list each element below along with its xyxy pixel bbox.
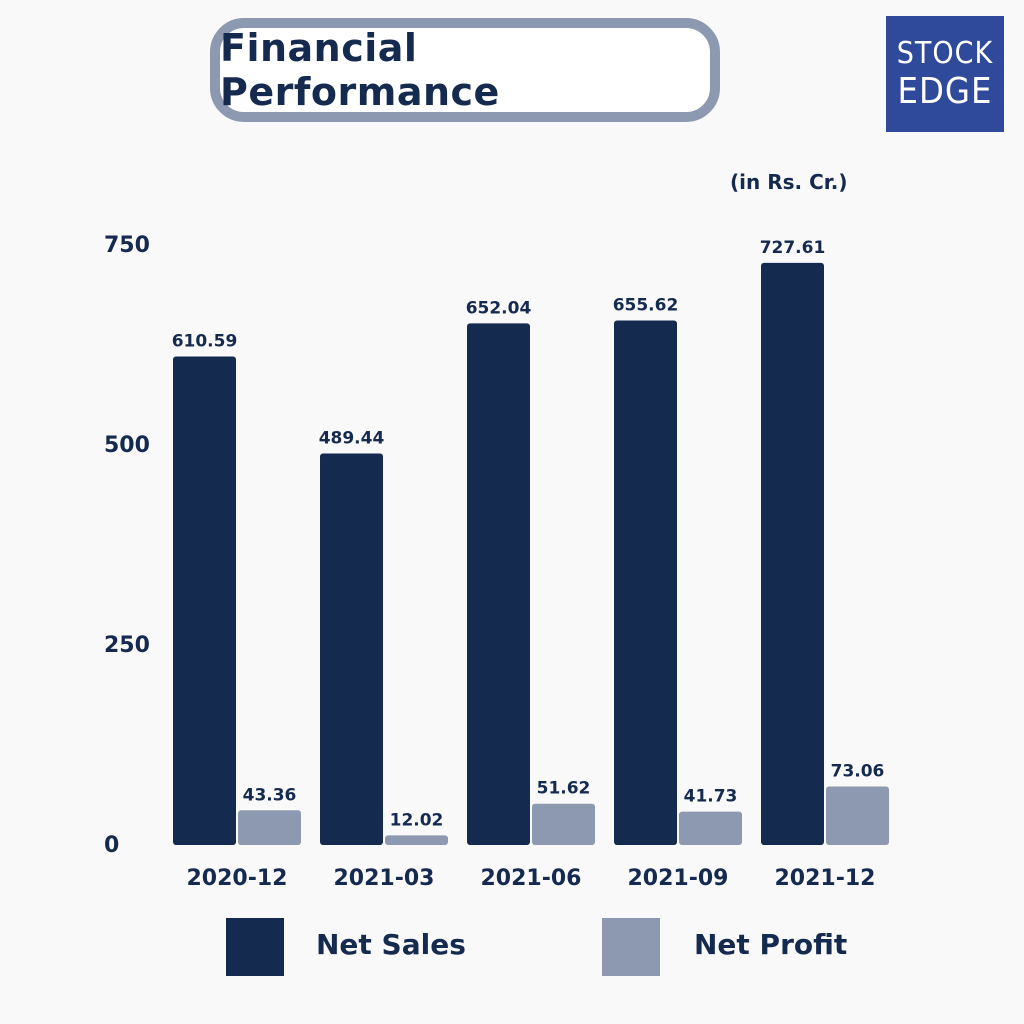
x-tick-label: 2021-06 — [481, 866, 582, 891]
bar-net-profit — [826, 786, 889, 845]
legend-swatch-net-profit — [602, 918, 660, 976]
chart-title: Financial Performance — [220, 26, 500, 114]
bar-net-sales — [320, 453, 383, 845]
x-tick-label: 2021-03 — [334, 866, 435, 891]
y-tick-label: 750 — [104, 233, 150, 258]
bar-net-profit — [532, 803, 595, 845]
data-label-net-sales: 610.59 — [172, 332, 238, 352]
data-label-net-sales: 489.44 — [319, 428, 385, 448]
legend-swatch-net-sales — [226, 918, 284, 976]
y-tick-label: 250 — [104, 633, 150, 658]
logo-line2: EDGE — [897, 71, 993, 112]
bar-net-sales — [173, 356, 236, 845]
bar-net-profit — [385, 835, 448, 845]
data-label-net-sales: 655.62 — [613, 296, 679, 316]
legend-label-net-profit: Net Profit — [694, 928, 848, 961]
bar-net-profit — [238, 810, 301, 845]
y-tick-label: 500 — [104, 433, 150, 458]
data-label-net-profit: 41.73 — [684, 787, 738, 807]
data-label-net-profit: 43.36 — [243, 785, 297, 805]
bar-net-sales — [761, 262, 824, 845]
legend-label-net-sales: Net Sales — [316, 928, 466, 961]
x-tick-label: 2020-12 — [187, 866, 288, 891]
y-tick-label: 0 — [104, 833, 119, 858]
title-box: Financial Performance — [210, 18, 720, 122]
data-label-net-sales: 652.04 — [466, 298, 532, 318]
x-tick-label: 2021-12 — [775, 866, 876, 891]
data-label-net-profit: 51.62 — [537, 779, 591, 799]
unit-label: (in Rs. Cr.) — [730, 170, 848, 194]
logo-line1: STOCK — [896, 36, 994, 71]
bar-net-profit — [679, 811, 742, 845]
data-label-net-profit: 12.02 — [390, 810, 444, 830]
data-label-net-profit: 73.06 — [831, 762, 885, 782]
bar-net-sales — [467, 323, 530, 845]
data-label-net-sales: 727.61 — [760, 238, 826, 258]
stockedge-logo: STOCK EDGE — [886, 16, 1004, 132]
bar-net-sales — [614, 320, 677, 845]
x-tick-label: 2021-09 — [628, 866, 729, 891]
